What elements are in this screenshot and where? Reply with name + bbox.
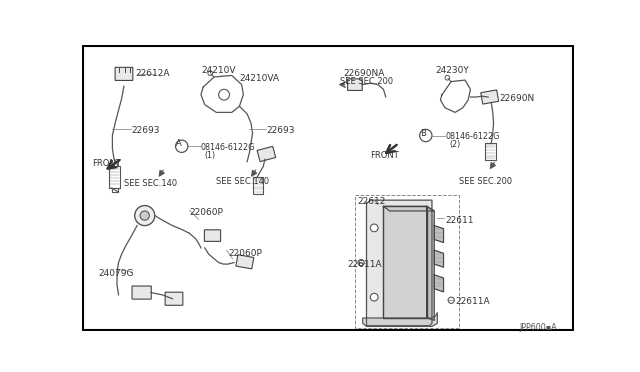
Circle shape (358, 260, 364, 266)
FancyBboxPatch shape (204, 230, 221, 241)
Polygon shape (383, 206, 427, 318)
Text: 22690NA: 22690NA (344, 69, 385, 78)
Text: 22693: 22693 (131, 126, 159, 135)
FancyBboxPatch shape (257, 147, 276, 161)
Text: 08146-6122G: 08146-6122G (201, 143, 255, 152)
FancyBboxPatch shape (481, 90, 499, 104)
Text: 22060P: 22060P (228, 249, 262, 258)
Circle shape (175, 140, 188, 153)
Text: JPP600▪A: JPP600▪A (519, 323, 557, 332)
Polygon shape (367, 200, 432, 326)
Text: FRONT: FRONT (92, 160, 120, 169)
Circle shape (371, 294, 378, 301)
Text: SEE SEC.200: SEE SEC.200 (459, 177, 512, 186)
Text: 24230Y: 24230Y (436, 66, 470, 75)
Text: 22612: 22612 (357, 197, 386, 206)
FancyBboxPatch shape (165, 292, 183, 305)
Text: B: B (420, 129, 426, 138)
Text: 22611A: 22611A (348, 260, 382, 269)
Polygon shape (383, 206, 435, 211)
Text: SEE SEC.200: SEE SEC.200 (340, 77, 393, 86)
Text: 22690N: 22690N (499, 94, 534, 103)
Text: (2): (2) (449, 140, 460, 149)
Text: (1): (1) (205, 151, 216, 160)
Text: 22060P: 22060P (189, 208, 223, 217)
FancyBboxPatch shape (348, 79, 362, 90)
Text: 22612A: 22612A (136, 69, 170, 78)
FancyBboxPatch shape (132, 286, 151, 299)
Text: A: A (176, 140, 182, 148)
Polygon shape (435, 275, 444, 292)
Circle shape (420, 129, 432, 142)
Text: FRONT: FRONT (371, 151, 399, 160)
Text: 22611A: 22611A (455, 297, 490, 306)
Polygon shape (427, 206, 435, 320)
Text: 24210VA: 24210VA (239, 74, 280, 83)
Circle shape (219, 89, 230, 100)
Circle shape (208, 71, 212, 76)
Text: 24210V: 24210V (201, 66, 236, 75)
Polygon shape (435, 225, 444, 243)
Circle shape (135, 206, 155, 225)
Circle shape (371, 224, 378, 232)
Text: 22611: 22611 (445, 216, 474, 225)
FancyBboxPatch shape (115, 67, 133, 80)
FancyBboxPatch shape (236, 255, 253, 269)
Circle shape (140, 211, 149, 220)
Circle shape (448, 297, 454, 303)
Circle shape (445, 76, 450, 80)
Text: 08146-6122G: 08146-6122G (445, 132, 499, 141)
Polygon shape (363, 312, 437, 327)
Polygon shape (435, 250, 444, 267)
Text: SEE SEC.140: SEE SEC.140 (216, 177, 269, 186)
Text: 24079G: 24079G (99, 269, 134, 279)
Text: 22693: 22693 (266, 126, 295, 135)
Text: SEE SEC.140: SEE SEC.140 (124, 179, 177, 188)
